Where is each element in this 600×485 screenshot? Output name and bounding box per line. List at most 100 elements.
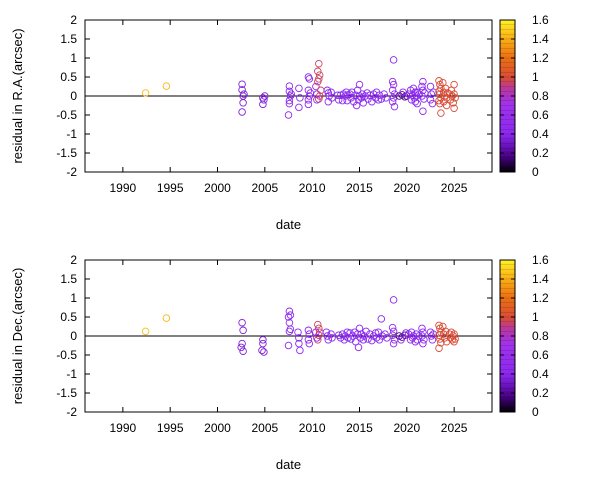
data-point — [442, 101, 451, 110]
colorbar-band — [500, 343, 515, 346]
data-point — [287, 90, 296, 98]
colorbar-band — [500, 62, 515, 66]
colorbar-band — [500, 352, 515, 356]
colorbar-band — [500, 117, 515, 121]
y-axis-label: residual in Dec.(arcsec) — [10, 268, 25, 405]
colorbar-band — [500, 86, 515, 90]
colorbar-band — [500, 345, 515, 349]
colorbar-band — [500, 29, 515, 33]
colorbar-band — [500, 100, 515, 104]
colorbar-tick-label: 1.2 — [532, 291, 549, 305]
y-tick-label: 0.5 — [60, 310, 77, 324]
colorbar-band — [500, 46, 515, 49]
colorbar-band — [500, 22, 515, 26]
colorbar-band — [500, 157, 515, 161]
colorbar-band — [500, 383, 515, 387]
colorbar-band — [500, 55, 515, 59]
x-tick-label: 1995 — [157, 181, 184, 195]
colorbar-band — [500, 48, 515, 52]
colorbar-band — [500, 319, 515, 323]
data-point — [260, 348, 268, 356]
colorbar-band — [500, 129, 515, 133]
colorbar-band — [500, 148, 515, 152]
colorbar-band — [500, 162, 515, 166]
data-point — [312, 328, 320, 336]
data-point — [312, 82, 320, 91]
data-point — [450, 90, 458, 98]
data-point — [442, 94, 451, 102]
data-point — [304, 96, 313, 104]
data-point — [411, 88, 420, 96]
data-point — [388, 86, 397, 95]
data-point — [441, 327, 450, 336]
data-point — [437, 109, 445, 117]
y-tick-label: 0.5 — [60, 70, 77, 84]
colorbar-band — [500, 153, 515, 156]
colorbar-band — [500, 58, 515, 61]
data-point — [451, 94, 459, 102]
data-point — [442, 337, 451, 346]
colorbar: 0 0.2 0.4 0.6 0.8 1 1.2 1.4 1.6 — [499, 253, 549, 419]
colorbar-band — [500, 36, 515, 40]
colorbar-band — [500, 321, 515, 325]
data-point — [450, 330, 458, 338]
data-point — [389, 94, 398, 102]
colorbar-band — [500, 269, 515, 273]
data-point — [389, 296, 398, 304]
colorbar-band — [500, 126, 515, 130]
colorbar-band — [500, 328, 515, 332]
data-point — [314, 77, 322, 86]
colorbar-band — [500, 69, 515, 73]
colorbar-tick-label: 0.4 — [532, 367, 549, 381]
data-point — [368, 97, 376, 106]
colorbar-band — [500, 107, 515, 111]
colorbar-band — [500, 395, 515, 399]
x-tick-label: 2010 — [299, 421, 326, 435]
data-point — [346, 90, 354, 98]
data-point — [141, 327, 150, 336]
colorbar-tick-label: 0 — [532, 165, 539, 179]
colorbar-band — [500, 371, 515, 375]
colorbar-band — [500, 288, 515, 292]
colorbar-band — [500, 39, 515, 42]
colorbar-tick-label: 0.2 — [532, 146, 549, 160]
data-point — [411, 337, 420, 346]
colorbar-band — [500, 347, 515, 351]
data-point — [294, 328, 302, 336]
data-point — [284, 313, 293, 321]
data-point — [295, 334, 303, 342]
y-tick-label: -0.5 — [56, 348, 77, 362]
colorbar-band — [500, 34, 515, 38]
data-point — [418, 324, 426, 333]
colorbar-band — [500, 409, 515, 413]
colorbar-tick-label: 0 — [532, 405, 539, 419]
data-point — [374, 328, 383, 336]
colorbar-band — [500, 279, 515, 282]
data-point — [239, 326, 247, 335]
colorbar-band — [500, 355, 515, 358]
colorbar-tick-label: 0.8 — [532, 89, 549, 103]
colorbar-band — [500, 60, 515, 64]
colorbar-band — [500, 41, 515, 45]
colorbar-band — [500, 362, 515, 365]
data-point — [388, 323, 397, 332]
colorbar-band — [500, 134, 515, 137]
data-point — [296, 94, 304, 102]
data-point — [238, 108, 246, 116]
colorbar-band — [500, 312, 515, 316]
x-tick-label: 2015 — [346, 421, 373, 435]
colorbar-band — [500, 298, 515, 301]
colorbar-band — [500, 77, 515, 80]
data-point — [304, 326, 313, 335]
colorbar-tick-label: 0.6 — [532, 108, 549, 122]
colorbar-tick-label: 0.2 — [532, 386, 549, 400]
data-point — [429, 88, 438, 96]
chart-panel-1: -2 -1.5 -1 -0.5 0 0.5 1 1.5 2 1990 1995 2000 2005 201… — [10, 13, 549, 232]
data-point — [285, 327, 294, 336]
x-tick-label: 2000 — [204, 181, 231, 195]
data-point — [390, 90, 399, 98]
colorbar-band — [500, 400, 515, 403]
data-point — [427, 332, 436, 340]
data-point — [381, 330, 389, 338]
colorbar-band — [500, 105, 515, 109]
